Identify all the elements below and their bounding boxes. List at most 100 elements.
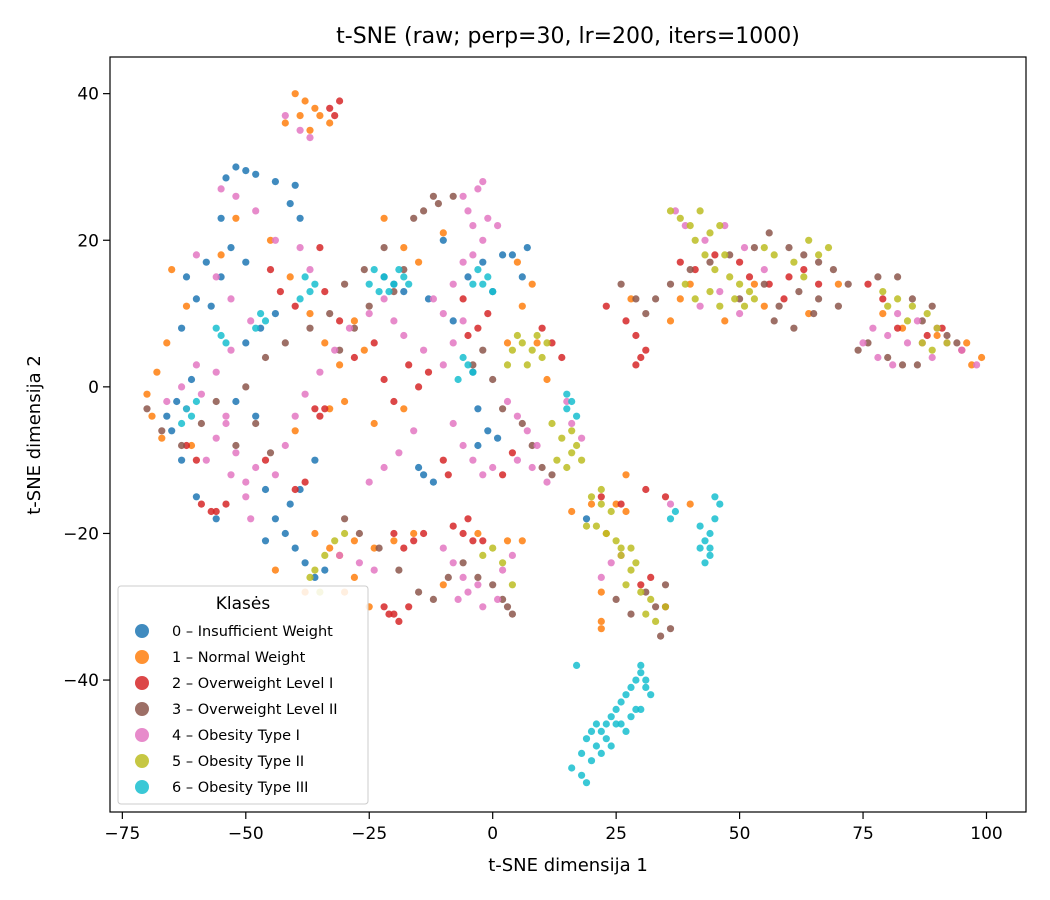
data-point-class-4 [192,251,200,259]
data-point-class-6 [375,288,383,296]
data-point-class-5 [306,573,314,582]
data-point-class-6 [622,727,630,736]
data-point-class-4 [701,236,709,244]
data-point-class-2 [316,412,324,420]
data-point-class-0 [227,244,235,252]
data-point-class-5 [661,603,670,611]
data-point-class-2 [350,353,358,362]
data-point-class-2 [938,324,946,332]
data-point-class-4 [740,244,749,252]
data-point-class-5 [647,595,655,604]
data-point-class-5 [933,324,941,332]
data-point-class-5 [884,302,892,310]
data-point-class-2 [424,368,433,376]
data-point-class-6 [400,273,408,281]
data-point-class-1 [217,251,225,259]
data-point-class-1 [543,375,551,384]
data-point-class-1 [281,119,289,127]
data-point-class-5 [879,288,887,296]
data-point-class-0 [429,478,437,486]
data-point-class-5 [573,441,581,450]
data-point-class-4 [365,478,373,486]
data-point-class-5 [499,559,507,567]
data-point-class-3 [760,280,768,288]
data-point-class-2 [879,295,887,303]
data-point-class-1 [415,258,423,266]
data-point-class-2 [395,617,403,626]
data-point-class-0 [261,537,270,545]
data-point-class-3 [775,302,783,310]
data-point-class-0 [252,170,260,178]
data-point-class-2 [222,500,230,508]
data-point-class-4 [666,500,675,508]
data-point-class-0 [178,456,186,464]
data-point-class-1 [271,566,279,574]
data-point-class-6 [311,280,319,288]
data-point-class-3 [326,310,334,318]
data-point-class-4 [242,493,250,501]
data-point-class-2 [266,266,275,274]
data-point-class-0 [291,181,299,189]
data-point-class-1 [622,507,630,516]
data-point-class-3 [508,610,516,618]
data-point-class-1 [168,266,176,274]
data-point-class-1 [291,90,299,98]
data-point-class-3 [444,573,452,582]
data-point-class-3 [459,559,467,567]
data-point-class-5 [745,288,754,296]
data-point-class-3 [815,295,823,303]
data-point-class-5 [642,610,650,618]
data-point-class-4 [760,266,768,274]
data-point-class-0 [582,515,591,523]
data-point-class-5 [716,222,724,230]
data-point-class-4 [597,573,605,582]
data-point-class-6 [701,559,709,567]
data-point-class-5 [731,295,739,303]
data-point-class-2 [474,324,482,332]
data-point-class-5 [676,214,684,222]
data-point-class-2 [331,112,339,120]
data-point-class-3 [365,302,373,310]
y-tick-label: 0 [88,378,99,398]
data-point-class-6 [563,405,571,413]
x-tick-label: −25 [351,824,387,844]
data-point-class-1 [666,317,675,325]
data-point-class-2 [894,324,902,332]
data-point-class-4 [464,588,472,596]
data-point-class-5 [726,273,734,281]
data-point-class-1 [721,317,729,325]
data-point-class-4 [523,427,531,435]
data-point-class-2 [390,529,398,538]
data-point-class-5 [612,537,620,545]
data-point-class-4 [355,559,363,567]
data-point-class-4 [400,331,408,340]
data-point-class-6 [637,669,645,677]
data-point-class-3 [834,302,843,310]
data-point-class-4 [696,302,704,310]
data-point-class-5 [622,581,630,589]
data-point-class-0 [212,515,220,523]
data-point-class-1 [187,441,196,450]
data-point-class-3 [503,603,512,611]
data-point-class-2 [617,500,625,508]
data-point-class-6 [582,735,591,743]
data-point-class-1 [676,295,684,303]
data-point-class-4 [869,324,877,332]
data-point-class-1 [370,419,378,428]
data-point-class-0 [400,288,408,296]
data-point-class-2 [785,273,793,281]
data-point-class-3 [429,595,437,604]
data-point-class-0 [439,236,447,244]
data-point-class-1 [311,104,319,112]
data-point-class-1 [341,397,349,406]
data-point-class-6 [563,390,571,398]
data-point-class-4 [479,178,487,186]
legend-marker [135,650,149,664]
data-point-class-3 [178,441,186,450]
data-point-class-4 [459,573,467,582]
data-point-class-1 [326,544,334,552]
data-point-class-3 [341,280,349,288]
data-point-class-4 [336,551,344,560]
data-point-class-2 [192,456,200,464]
data-point-class-2 [405,361,413,369]
